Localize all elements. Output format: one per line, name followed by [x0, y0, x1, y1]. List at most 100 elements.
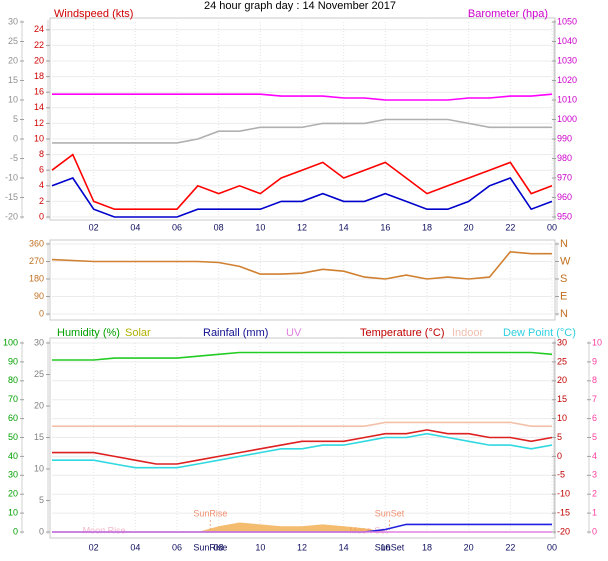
- y-tick-label: N: [560, 308, 568, 320]
- y-tick-label: 80: [8, 375, 18, 385]
- y-tick-label: 20: [8, 55, 18, 65]
- y-tick-label: 1000: [557, 114, 577, 124]
- y-tick-label: 10: [592, 337, 602, 347]
- y-tick-label: 4: [39, 180, 44, 190]
- series-line: [52, 351, 553, 361]
- y-tick-label: 10: [557, 413, 567, 423]
- chart-title: 24 hour graph day : 14 November 2017: [204, 0, 396, 12]
- series-line: [51, 153, 553, 210]
- legend-entry: Dew Point (°C): [503, 327, 576, 339]
- y-tick-label: -15: [5, 192, 18, 202]
- y-tick-label: E: [560, 290, 567, 302]
- y-tick-label: 950: [557, 211, 572, 221]
- y-tick-label: 22: [34, 40, 44, 50]
- y-tick-label: 3: [592, 470, 597, 480]
- y-tick-label: 10: [34, 133, 44, 143]
- x-tick-label: 22: [505, 222, 515, 232]
- legend-entry: Rainfall (mm): [203, 327, 268, 339]
- y-tick-label: 12: [34, 118, 44, 128]
- y-tick-label: 100: [3, 337, 18, 347]
- series-line: [51, 177, 553, 218]
- y-tick-label: 0: [13, 133, 18, 143]
- y-tick-label: 7: [592, 394, 597, 404]
- x-tick-label: 08: [214, 222, 224, 232]
- y-tick-label: 20: [8, 489, 18, 499]
- y-tick-label: 8: [39, 149, 44, 159]
- series-line: [52, 421, 552, 427]
- y-tick-label: -20: [557, 526, 570, 536]
- x-tick-label: 10: [255, 222, 265, 232]
- y-tick-label: 1020: [557, 75, 577, 85]
- x-tick-label: 16: [380, 542, 390, 552]
- y-tick-label: N: [560, 238, 568, 250]
- y-tick-label: 1: [592, 507, 597, 517]
- y-tick-label: 970: [557, 172, 572, 182]
- series-line: [52, 429, 553, 465]
- x-tick-label: 08: [214, 542, 224, 552]
- x-tick-label: 06: [172, 542, 182, 552]
- y-tick-label: -5: [557, 470, 565, 480]
- y-tick-label: 30: [557, 337, 567, 347]
- series-line: [52, 432, 553, 469]
- x-tick-label: 18: [422, 222, 432, 232]
- y-tick-label: 360: [29, 238, 44, 248]
- legend-entry: Temperature (°C): [360, 327, 444, 339]
- y-tick-label: S: [560, 273, 567, 285]
- x-tick-label: 04: [130, 222, 140, 232]
- y-tick-label: 1030: [557, 55, 577, 65]
- y-tick-label: -10: [5, 172, 18, 182]
- annotation: Moon Rise: [83, 525, 126, 535]
- annotation-axis: SunSet: [375, 542, 405, 552]
- y-tick-label: 50: [8, 432, 18, 442]
- y-tick-label: 0: [39, 211, 44, 221]
- y-tick-label: 2: [39, 196, 44, 206]
- x-tick-label: 22: [505, 542, 515, 552]
- y-tick-label: 25: [8, 36, 18, 46]
- x-tick-label: 02: [89, 542, 99, 552]
- y-tick-label: 15: [557, 394, 567, 404]
- legend-entry: Windspeed (kts): [54, 8, 133, 20]
- y-tick-label: 20: [34, 400, 44, 410]
- x-tick-label: 02: [89, 222, 99, 232]
- y-tick-label: 5: [13, 114, 18, 124]
- x-tick-label: 12: [297, 542, 307, 552]
- x-tick-label: 06: [172, 222, 182, 232]
- y-tick-label: 1010: [557, 94, 577, 104]
- y-tick-label: 70: [8, 394, 18, 404]
- x-tick-label: 14: [339, 542, 349, 552]
- y-tick-label: 8: [592, 375, 597, 385]
- y-tick-label: 30: [8, 16, 18, 26]
- y-tick-label: 10: [8, 94, 18, 104]
- y-tick-label: 15: [8, 75, 18, 85]
- y-tick-label: 9: [592, 356, 597, 366]
- y-tick-label: 5: [557, 432, 562, 442]
- y-tick-label: 0: [592, 526, 597, 536]
- y-tick-label: 20: [557, 375, 567, 385]
- y-tick-label: 2: [592, 489, 597, 499]
- y-tick-label: 10: [34, 463, 44, 473]
- series-line: [52, 118, 552, 144]
- y-tick-label: 6: [39, 165, 44, 175]
- annotation-axis: SunRise: [193, 542, 227, 552]
- y-tick-label: 0: [39, 308, 44, 318]
- legend-entry: Indoor: [452, 327, 484, 339]
- y-tick-label: 960: [557, 192, 572, 202]
- annotation: SunSet: [375, 508, 405, 518]
- y-tick-label: 24: [34, 24, 44, 34]
- annotation: SunRise: [193, 508, 227, 518]
- legend-entry: Barometer (hpa): [468, 8, 548, 20]
- y-tick-label: 990: [557, 133, 572, 143]
- x-tick-label: 00: [547, 542, 557, 552]
- y-tick-label: 60: [8, 413, 18, 423]
- x-tick-label: 20: [464, 222, 474, 232]
- series-line: [52, 93, 553, 101]
- y-tick-label: 1040: [557, 36, 577, 46]
- x-tick-label: 00: [547, 222, 557, 232]
- y-tick-label: 90: [8, 356, 18, 366]
- y-tick-label: 20: [34, 55, 44, 65]
- y-tick-label: 0: [39, 526, 44, 536]
- y-tick-label: -15: [557, 507, 570, 517]
- y-tick-label: 25: [557, 356, 567, 366]
- y-tick-label: 40: [8, 451, 18, 461]
